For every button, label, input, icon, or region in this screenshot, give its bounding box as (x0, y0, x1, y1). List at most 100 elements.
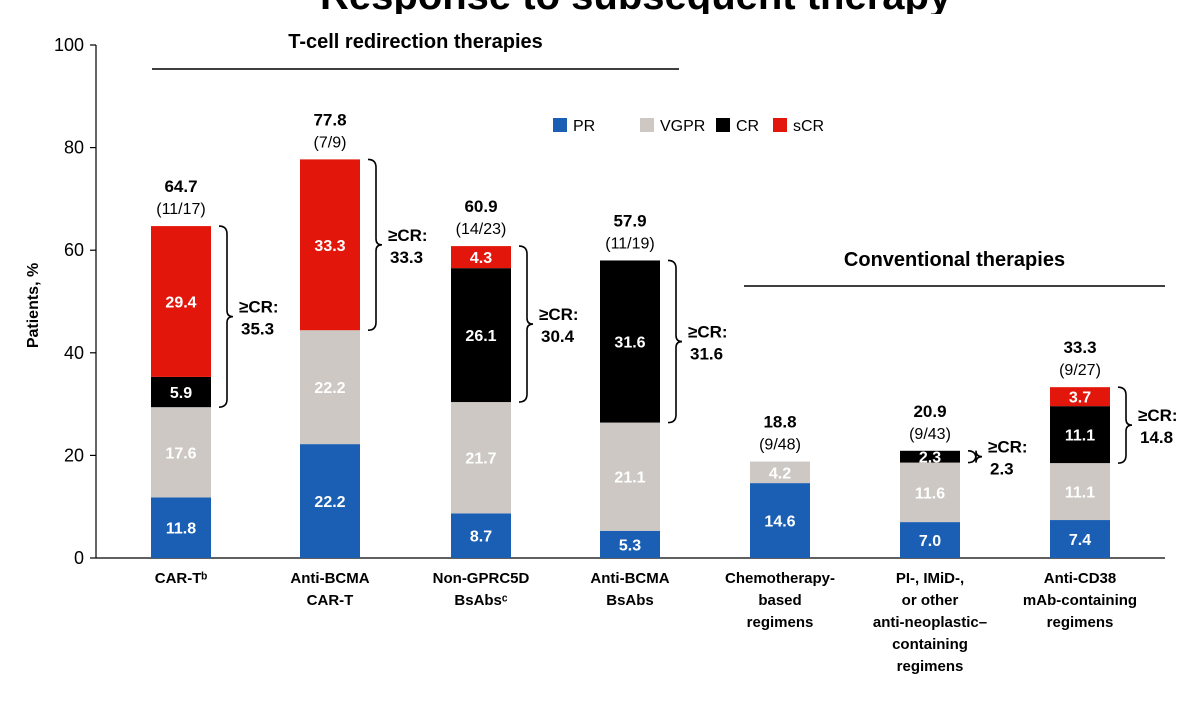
total-label: 64.7 (164, 177, 197, 196)
category-label: Anti-BCMA (290, 570, 369, 587)
bar-segment-pr (300, 444, 360, 558)
bar-segment-cr (451, 268, 511, 403)
total-label: 33.3 (1063, 338, 1096, 357)
category-label: mAb-containing (1023, 592, 1137, 609)
category-label: PI-, IMiD-, (896, 570, 964, 587)
fraction-label: (9/48) (759, 437, 801, 454)
bar-segment-vgpr (600, 422, 660, 531)
y-tick-label: 60 (64, 240, 84, 260)
category-label: containing (892, 636, 968, 653)
data-label: 21.7 (465, 451, 496, 468)
category-label: regimens (747, 614, 814, 631)
category-label: BsAbsᶜ (454, 592, 508, 609)
bar-segment-cr (1050, 406, 1110, 464)
bar-segment-cr (900, 450, 960, 463)
y-tick-label: 80 (64, 138, 84, 158)
data-label: 11.1 (1065, 428, 1095, 445)
data-label: 29.4 (165, 295, 196, 312)
data-label: 31.6 (614, 335, 645, 352)
category-label: Anti-BCMA (590, 570, 669, 587)
fraction-label: (9/27) (1059, 362, 1101, 379)
cr-bracket-value: 2.3 (990, 460, 1014, 479)
legend-label-vgpr: VGPR (660, 118, 705, 135)
bar-segment-vgpr (1050, 463, 1110, 521)
category-label: regimens (1047, 614, 1114, 631)
category-label: anti-neoplastic– (873, 614, 987, 631)
total-label: 77.8 (313, 110, 346, 129)
legend-swatch-pr (553, 118, 567, 132)
legend-swatch-cr (716, 118, 730, 132)
data-label: 17.6 (165, 445, 196, 462)
bar-segment-cr (151, 376, 211, 408)
legend-swatch-scr (773, 118, 787, 132)
cr-bracket-value: 33.3 (390, 248, 423, 267)
legend-label-scr: sCR (793, 118, 824, 135)
bar-segment-vgpr (451, 402, 511, 514)
cr-bracket (518, 245, 534, 403)
bar-segment-vgpr (900, 462, 960, 523)
data-label: 3.7 (1069, 390, 1091, 407)
bar-segment-pr (1050, 520, 1110, 558)
data-label: 22.2 (314, 494, 345, 511)
cr-bracket-label: ≥CR: (239, 298, 279, 317)
data-label: 11.6 (915, 485, 945, 502)
category-label: CAR-T (307, 592, 354, 609)
fraction-label: (11/17) (156, 201, 206, 218)
cr-bracket-label: ≥CR: (1138, 406, 1178, 425)
cr-bracket (667, 259, 683, 424)
total-label: 60.9 (464, 197, 497, 216)
category-label: regimens (897, 658, 964, 675)
category-label: BsAbs (606, 592, 654, 609)
category-label: or other (902, 592, 959, 609)
y-tick-label: 40 (64, 343, 84, 363)
group-label: Conventional therapies (844, 249, 1065, 271)
total-label: 20.9 (913, 402, 946, 421)
bar-segment-pr (151, 497, 211, 558)
data-label: 26.1 (465, 328, 496, 345)
cr-bracket (218, 225, 234, 408)
chart-title-clipped: Response to subsequent therapy (0, 0, 1200, 14)
cr-bracket (1117, 386, 1133, 464)
bar-segment-scr (151, 226, 211, 377)
cr-bracket-value: 35.3 (241, 320, 274, 339)
data-label: 21.1 (614, 470, 645, 487)
data-label: 22.2 (314, 380, 345, 397)
bar-segment-vgpr (750, 461, 810, 484)
cr-bracket (367, 158, 383, 332)
bar-segment-vgpr (151, 407, 211, 498)
bar-segment-scr (1050, 387, 1110, 407)
data-label: 4.3 (470, 250, 492, 267)
cr-bracket-label: ≥CR: (539, 305, 579, 324)
fraction-label: (9/43) (909, 426, 951, 443)
bar-segment-scr (451, 246, 511, 269)
legend-label-cr: CR (736, 118, 759, 135)
bar-segment-cr (600, 260, 660, 423)
data-label: 8.7 (470, 529, 492, 546)
bar-segment-scr (300, 159, 360, 331)
category-label: Non-GPRC5D (433, 570, 530, 587)
total-label: 18.8 (763, 413, 796, 432)
data-label: 7.0 (919, 533, 941, 550)
data-label: 5.3 (619, 537, 641, 554)
total-label: 57.9 (613, 211, 646, 230)
cr-bracket (967, 449, 983, 464)
fraction-label: (14/23) (456, 221, 507, 238)
group-label: T-cell redirection therapies (288, 31, 543, 53)
legend-swatch-vgpr (640, 118, 654, 132)
y-axis-label: Patients, % (25, 263, 42, 348)
category-label: Anti-CD38 (1044, 570, 1117, 587)
cr-bracket-value: 31.6 (690, 345, 723, 364)
cr-bracket-label: ≥CR: (388, 226, 428, 245)
data-label: 11.1 (1065, 485, 1095, 502)
category-label: Chemotherapy- (725, 570, 835, 587)
data-label: 5.9 (170, 385, 192, 402)
bar-segment-vgpr (300, 330, 360, 445)
y-tick-label: 0 (74, 548, 84, 568)
bar-segment-pr (900, 522, 960, 558)
y-tick-label: 20 (64, 445, 84, 465)
data-label: 2.3 (919, 450, 941, 467)
chart-title: Response to subsequent therapy (320, 0, 951, 14)
cr-bracket-value: 14.8 (1140, 428, 1173, 447)
category-label: based (758, 592, 801, 609)
